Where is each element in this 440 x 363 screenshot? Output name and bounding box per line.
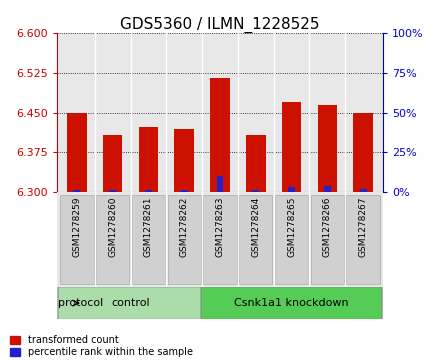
Bar [174,129,194,192]
Bar [139,127,158,192]
Text: control: control [111,298,150,308]
Bar [282,102,301,192]
Bar [324,186,331,192]
Text: GSM1278265: GSM1278265 [287,196,296,257]
Bar [67,113,87,192]
Text: GSM1278261: GSM1278261 [144,196,153,257]
Text: GSM1278260: GSM1278260 [108,196,117,257]
FancyBboxPatch shape [275,195,308,284]
Text: GSM1278259: GSM1278259 [72,196,81,257]
Bar [216,176,224,192]
FancyBboxPatch shape [311,195,344,284]
FancyBboxPatch shape [201,287,382,319]
Bar [246,135,266,192]
FancyBboxPatch shape [60,195,94,284]
FancyBboxPatch shape [203,195,237,284]
Text: GSM1278266: GSM1278266 [323,196,332,257]
Bar [73,190,81,192]
Bar [353,113,373,192]
Bar [109,190,116,192]
FancyBboxPatch shape [58,287,203,319]
FancyBboxPatch shape [239,195,272,284]
Bar [103,135,122,192]
FancyBboxPatch shape [132,195,165,284]
FancyBboxPatch shape [168,195,201,284]
FancyBboxPatch shape [96,195,129,284]
Bar [288,187,295,192]
Bar [318,105,337,192]
Bar [252,190,259,192]
Bar [210,78,230,192]
Text: GSM1278264: GSM1278264 [251,196,260,257]
Bar [145,190,152,192]
Bar [181,190,188,192]
Bar [359,189,367,192]
Text: GSM1278262: GSM1278262 [180,196,189,257]
FancyBboxPatch shape [346,195,380,284]
Text: protocol: protocol [58,298,103,308]
Title: GDS5360 / ILMN_1228525: GDS5360 / ILMN_1228525 [120,16,320,33]
Text: GSM1278267: GSM1278267 [359,196,368,257]
Text: GSM1278263: GSM1278263 [216,196,224,257]
Text: Csnk1a1 knockdown: Csnk1a1 knockdown [234,298,349,308]
Legend: transformed count, percentile rank within the sample: transformed count, percentile rank withi… [9,334,194,358]
